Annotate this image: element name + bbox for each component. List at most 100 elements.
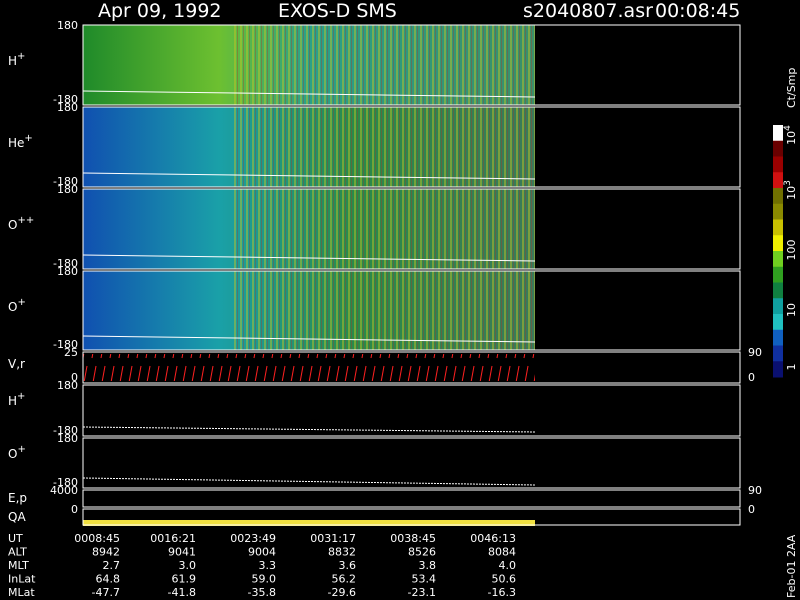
right-tick-label: 90 (748, 346, 762, 359)
tick-label: -180 (53, 424, 78, 437)
tick-label: 180 (57, 265, 78, 278)
footer-value: 3.0 (179, 559, 197, 572)
footer-value: 61.9 (172, 573, 197, 586)
colorbar-swatch (773, 329, 783, 346)
qa-bar (83, 520, 535, 526)
panel-label: H+ (8, 51, 25, 68)
footer-value: 3.3 (259, 559, 277, 572)
tick-label: 180 (57, 432, 78, 445)
colorbar-label-base: 100 (785, 240, 798, 261)
panel-label-text: O (8, 447, 17, 461)
footer-value: 59.0 (252, 573, 277, 586)
colorbar-swatch (773, 298, 783, 315)
colorbar-title: Ct/Smp (785, 68, 798, 108)
right-tick-label: 0 (748, 371, 755, 384)
colorbar-label: 100 (785, 240, 798, 261)
tick-label: 180 (57, 183, 78, 196)
spectrogram-stripes (233, 25, 535, 105)
tick-label: 180 (57, 379, 78, 392)
colorbar-label-base: 10 (785, 131, 798, 145)
footer-value: 8942 (92, 546, 120, 559)
colorbar-label: 103 (783, 180, 798, 200)
spectrogram-stripes (233, 107, 535, 187)
colorbar-swatch (773, 125, 783, 142)
panel-label: H+ (8, 391, 25, 408)
spectrogram-stripes (233, 271, 535, 350)
panel-label-text: He (8, 136, 24, 150)
panel-frame (82, 384, 741, 437)
panel-label-text: E,p (8, 491, 27, 505)
panel-label-text: H (8, 394, 17, 408)
panel-label: E,p (8, 491, 27, 505)
right-tick-label: 0 (748, 503, 755, 516)
tick-label: -180 (53, 257, 78, 270)
colorbar-swatch (773, 172, 783, 189)
footer-row-name: ALT (8, 546, 27, 559)
colorbar-swatch (773, 266, 783, 283)
tick-label: 0 (71, 371, 78, 384)
panel-frame (82, 24, 741, 106)
footer-value: 9041 (168, 546, 196, 559)
colorbar-label-base: 1 (785, 364, 798, 371)
footer-value: 4.0 (499, 559, 517, 572)
colorbar-swatch (773, 345, 783, 362)
footer-value: -23.1 (408, 586, 436, 599)
trace (82, 172, 536, 180)
footer-value: 56.2 (332, 573, 357, 586)
trace (82, 477, 536, 486)
footer-value: 0031:17 (310, 532, 356, 545)
panel-label: O+ (8, 297, 26, 314)
panel-label-sup: + (17, 51, 25, 62)
date: Apr 09, 1992 (98, 0, 222, 22)
footer-value: 9004 (248, 546, 276, 559)
panel-frame (82, 508, 741, 526)
trace (82, 90, 536, 98)
footer-value: 0008:45 (74, 532, 120, 545)
footer-value: -41.8 (168, 586, 196, 599)
footer-value: -47.7 (92, 586, 120, 599)
panel-label: QA (8, 510, 26, 524)
footer-value: 0016:21 (150, 532, 196, 545)
tick-label: 0 (71, 503, 78, 516)
spectrogram-stripes (233, 189, 535, 269)
tick-label: 4000 (50, 484, 78, 497)
colorbar-label: 10 (785, 303, 798, 317)
file: s2040807.asr (523, 0, 653, 22)
panel-frame (82, 106, 741, 188)
panel-frame (82, 437, 741, 489)
panel-label: V,r (8, 357, 25, 371)
footer-row-name: MLT (8, 559, 29, 572)
footer-value: -29.6 (328, 586, 356, 599)
panel-label: O++ (8, 215, 34, 232)
colorbar-swatch (773, 251, 783, 268)
footer-value: 8526 (408, 546, 436, 559)
colorbar-label-base: 10 (785, 303, 798, 317)
panel-label-text: V,r (8, 357, 25, 371)
header: Apr 09, 1992 EXOS-D SMS s2040807.asr 00:… (98, 0, 740, 22)
footer-value: 64.8 (96, 573, 121, 586)
panel-label-text: O (8, 218, 17, 232)
colorbar-swatch (773, 156, 783, 173)
footer-value: 0046:13 (470, 532, 516, 545)
footer-value: 50.6 (492, 573, 517, 586)
tick-label: -180 (53, 338, 78, 351)
tick-label: 180 (57, 19, 78, 32)
colorbar-swatch (773, 140, 783, 157)
footer-value: 8832 (328, 546, 356, 559)
footer-value: 2.7 (103, 559, 121, 572)
tick-label: -180 (53, 476, 78, 489)
colorbar-swatch (773, 361, 783, 378)
trace (82, 254, 536, 262)
footer-value: 3.8 (419, 559, 437, 572)
colorbar-swatch (773, 188, 783, 205)
colorbar-label: 104 (783, 125, 798, 145)
trace (82, 426, 536, 433)
panel-frame (82, 351, 741, 384)
colorbar-label-sup: 3 (783, 180, 793, 186)
stamp: Feb-01 2AA (785, 534, 798, 598)
tick-label: -180 (53, 93, 78, 106)
colorbar-swatch (773, 235, 783, 252)
panel-label-sup: ++ (17, 215, 34, 226)
